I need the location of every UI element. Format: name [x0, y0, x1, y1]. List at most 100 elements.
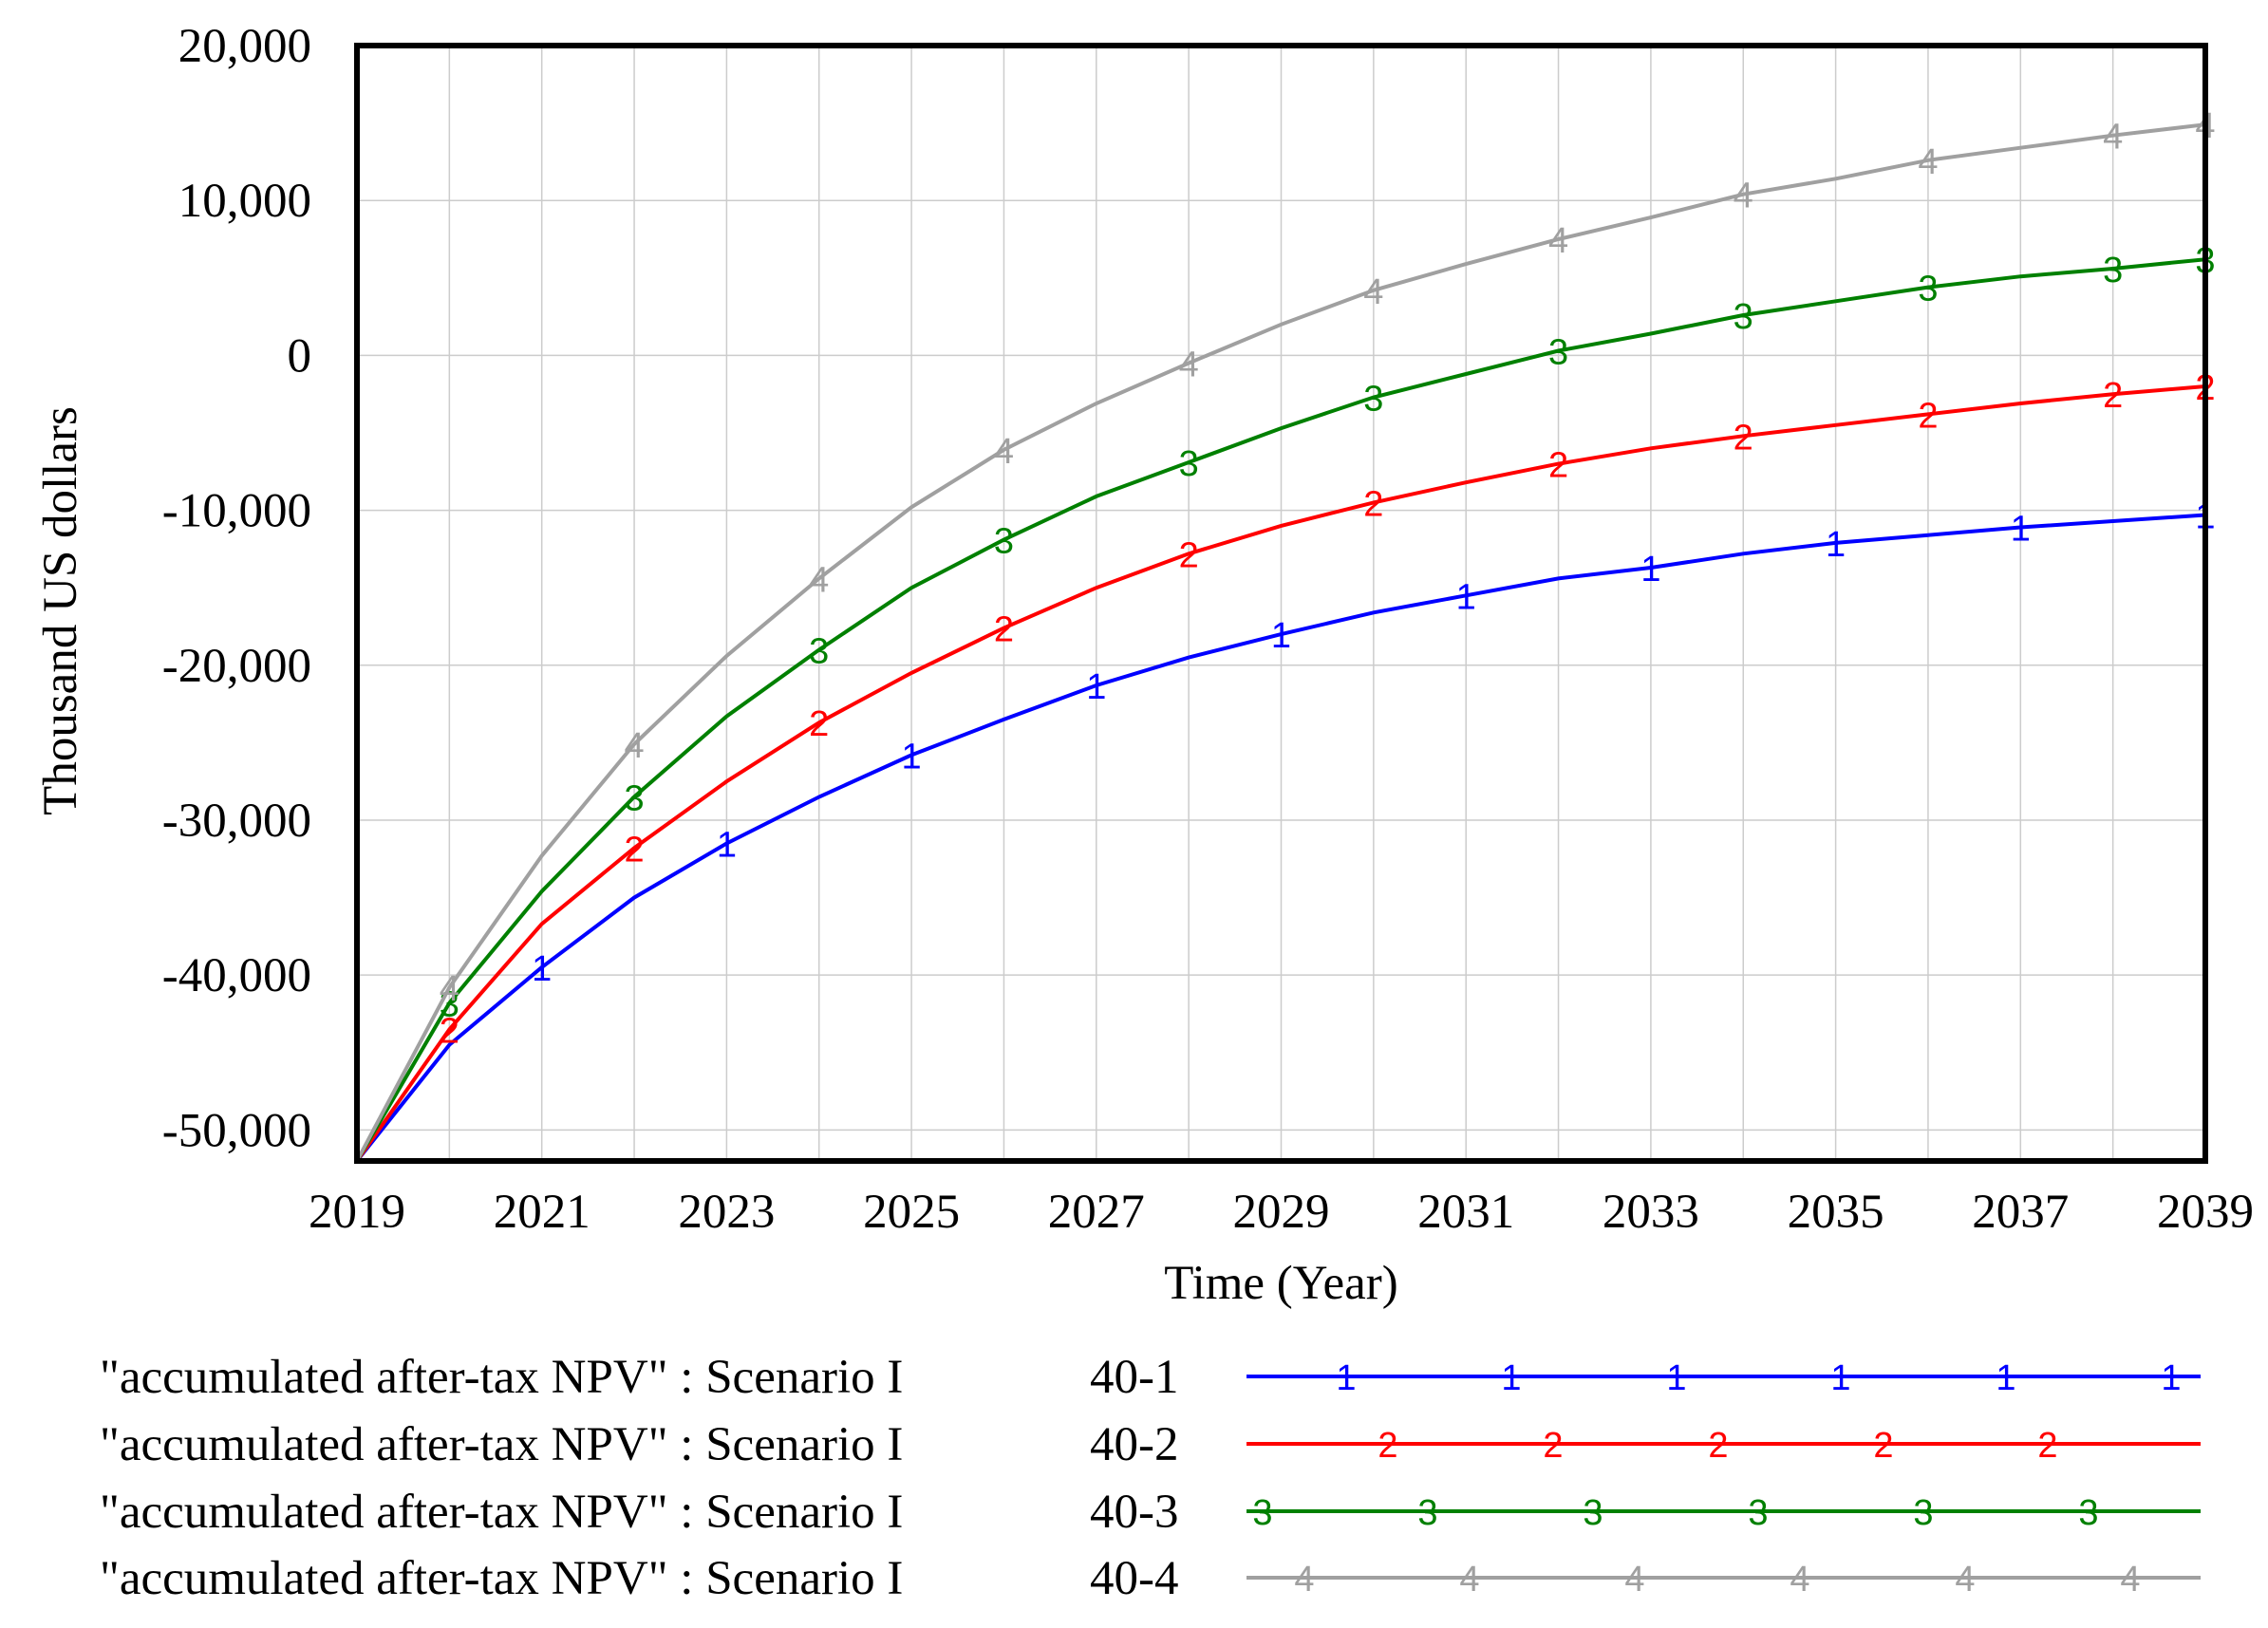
series-marker-40-1: 1	[1640, 550, 1660, 589]
x-tick-label: 2021	[494, 1186, 590, 1239]
legend-marker: 2	[1378, 1426, 1397, 1466]
series-marker-40-1: 1	[902, 737, 922, 777]
series-marker-40-3: 3	[1734, 297, 1753, 337]
series-marker-40-4: 4	[1918, 142, 1938, 182]
legend-label: "accumulated after-tax NPV" : Scenario I	[100, 1552, 903, 1605]
legend-marker: 1	[1996, 1358, 2015, 1398]
legend-marker: 4	[1459, 1560, 1479, 1600]
series-marker-40-3: 3	[1363, 379, 1383, 419]
series-marker-40-4: 4	[1363, 272, 1383, 312]
series-marker-40-2: 2	[1179, 535, 1199, 575]
legend-marker: 1	[1666, 1358, 1686, 1398]
y-tick-label: 20,000	[178, 20, 311, 73]
series-marker-40-2: 2	[1363, 484, 1383, 524]
series-line-40-2	[355, 384, 2206, 1163]
legend-marker: 3	[1913, 1493, 1933, 1533]
x-tick-label: 2037	[1972, 1186, 2069, 1239]
series-line-40-4	[355, 122, 2206, 1162]
legend-scenario: 40-3	[1090, 1486, 1178, 1539]
legend-marker: 3	[1252, 1493, 1272, 1533]
series-marker-40-1: 1	[1086, 667, 1106, 707]
y-axis-title: Thousand US dollars	[34, 406, 87, 815]
y-tick-label: -50,000	[162, 1104, 311, 1157]
x-tick-label: 2025	[863, 1186, 960, 1239]
legend-marker: 3	[1583, 1493, 1603, 1533]
series-marker-40-3: 3	[994, 522, 1014, 562]
legend-scenario: 40-4	[1090, 1552, 1178, 1605]
x-tick-label: 2023	[678, 1186, 775, 1239]
series-marker-40-1: 1	[717, 825, 737, 865]
y-axis-ticks: 20,000 10,000 0 -10,000 -20,000 -30,000 -40,00…	[162, 20, 311, 1157]
x-tick-label: 2039	[2157, 1186, 2254, 1239]
series-marker-40-2: 2	[440, 1011, 459, 1051]
legend-marker: 1	[1830, 1358, 1850, 1398]
plot-frame	[354, 43, 2208, 1164]
x-tick-label: 2019	[309, 1186, 405, 1239]
series-marker-40-1: 1	[1826, 525, 1846, 565]
legend-marker: 4	[1790, 1560, 1809, 1600]
legend-marker: 3	[2078, 1493, 2098, 1533]
x-tick-label: 2031	[1417, 1186, 1514, 1239]
legend-item-40-2: "accumulated after-tax NPV" : Scenario I…	[100, 1418, 2201, 1471]
series-marker-40-1: 1	[1456, 577, 1476, 617]
x-tick-label: 2027	[1048, 1186, 1145, 1239]
legend-item-40-1: "accumulated after-tax NPV" : Scenario I…	[100, 1351, 2201, 1404]
series-line-40-3	[355, 257, 2206, 1163]
y-tick-label: -20,000	[162, 640, 311, 693]
y-tick-label: 10,000	[178, 175, 311, 228]
series-marker-40-1: 1	[2011, 510, 2031, 550]
series-marker-40-3: 3	[1548, 332, 1568, 372]
series-marker-40-3: 3	[2103, 251, 2123, 290]
series-marker-40-4: 4	[624, 726, 644, 766]
x-axis-title: Time (Year)	[1164, 1257, 1398, 1310]
x-tick-label: 2035	[1788, 1186, 1884, 1239]
legend-scenario: 40-2	[1090, 1418, 1178, 1471]
series-marker-40-4: 4	[1548, 221, 1568, 261]
series-marker-40-2: 2	[624, 830, 644, 870]
series-marker-40-2: 2	[1918, 396, 1938, 436]
legend-marker: 2	[1873, 1426, 1893, 1466]
legend-marker: 4	[1955, 1560, 1975, 1600]
legend: "accumulated after-tax NPV" : Scenario I…	[100, 1351, 2201, 1605]
legend-marker: 4	[1294, 1560, 1314, 1600]
legend-marker: 1	[1501, 1358, 1521, 1398]
series-marker-40-2: 2	[1548, 446, 1568, 486]
x-tick-label: 2029	[1233, 1186, 1330, 1239]
series-marker-40-1: 1	[1271, 616, 1291, 656]
legend-marker: 4	[1624, 1560, 1644, 1600]
legend-marker: 3	[1417, 1493, 1437, 1533]
legend-marker: 1	[1336, 1358, 1356, 1398]
legend-label: "accumulated after-tax NPV" : Scenario I	[100, 1418, 903, 1471]
series-marker-40-2: 2	[994, 610, 1014, 650]
series-marker-40-4: 4	[809, 560, 829, 600]
legend-label: "accumulated after-tax NPV" : Scenario I	[100, 1351, 903, 1404]
series-marker-40-3: 3	[809, 631, 829, 671]
legend-marker: 1	[2161, 1358, 2181, 1398]
series-marker-40-3: 3	[1918, 270, 1938, 309]
legend-marker: 3	[1748, 1493, 1768, 1533]
series-marker-40-1: 1	[532, 949, 552, 989]
y-tick-label: -30,000	[162, 795, 311, 848]
series-marker-40-2: 2	[809, 704, 829, 744]
y-tick-label: 0	[288, 329, 312, 383]
series-marker-40-3: 3	[1179, 444, 1199, 484]
series-marker-40-2: 2	[2103, 376, 2123, 416]
series-marker-40-4: 4	[1734, 177, 1753, 216]
series-marker-40-4: 4	[440, 969, 459, 1009]
legend-marker: 2	[1543, 1426, 1563, 1466]
series-marker-40-4: 4	[1179, 346, 1199, 385]
series-marker-40-4: 4	[994, 432, 1014, 472]
legend-item-40-3: "accumulated after-tax NPV" : Scenario I…	[100, 1486, 2201, 1539]
legend-marker: 2	[1708, 1426, 1728, 1466]
grid-lines	[356, 45, 2206, 1161]
series-line-40-1	[355, 513, 2206, 1163]
series-marker-40-2: 2	[1734, 418, 1753, 458]
legend-marker: 4	[2120, 1560, 2140, 1600]
y-tick-label: -40,000	[162, 949, 311, 1002]
x-tick-label: 2033	[1603, 1186, 1699, 1239]
